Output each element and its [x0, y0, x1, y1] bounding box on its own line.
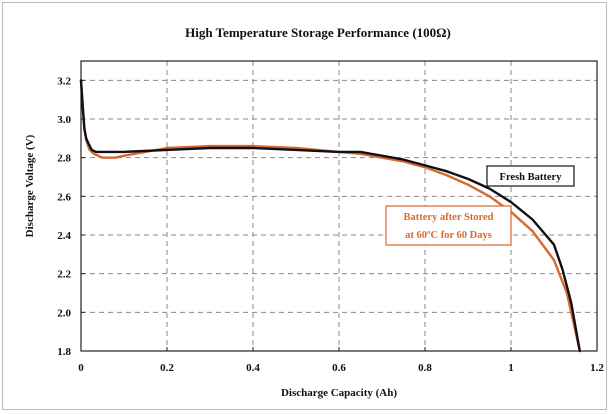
x-tick-label: 1 [508, 362, 514, 374]
x-tick-label: 0 [78, 362, 84, 374]
x-axis-label: Discharge Capacity (Ah) [281, 387, 397, 399]
y-tick-label: 2.0 [57, 307, 71, 319]
y-tick-label: 2.2 [57, 269, 71, 281]
x-tick-label: 1.2 [590, 362, 604, 374]
legend-fresh-label: Fresh Battery [500, 172, 563, 183]
y-tick-label: 2.6 [57, 191, 71, 203]
legend-stored-label-line2: at 60ºC for 60 Days [405, 230, 492, 241]
chart-title: High Temperature Storage Performance (10… [185, 25, 451, 40]
x-tick-label: 0.4 [246, 362, 260, 374]
x-tick-label: 0.6 [332, 362, 346, 374]
y-tick-label: 2.4 [57, 230, 71, 242]
x-tick-label: 0.8 [418, 362, 432, 374]
y-tick-label: 1.8 [57, 346, 71, 358]
legend-stored-label-line1: Battery after Stored [404, 212, 494, 223]
y-axis-label: Discharge Voltage (V) [24, 134, 36, 237]
chart-grid [81, 61, 597, 351]
legend-stored-battery: Battery after Stored at 60ºC for 60 Days [386, 206, 511, 245]
y-tick-label: 2.8 [57, 153, 71, 165]
x-tick-label: 0.2 [160, 362, 174, 374]
legend-fresh-battery: Fresh Battery [487, 166, 574, 186]
y-tick-label: 3.2 [57, 75, 71, 87]
y-tick-label: 3.0 [57, 114, 71, 126]
